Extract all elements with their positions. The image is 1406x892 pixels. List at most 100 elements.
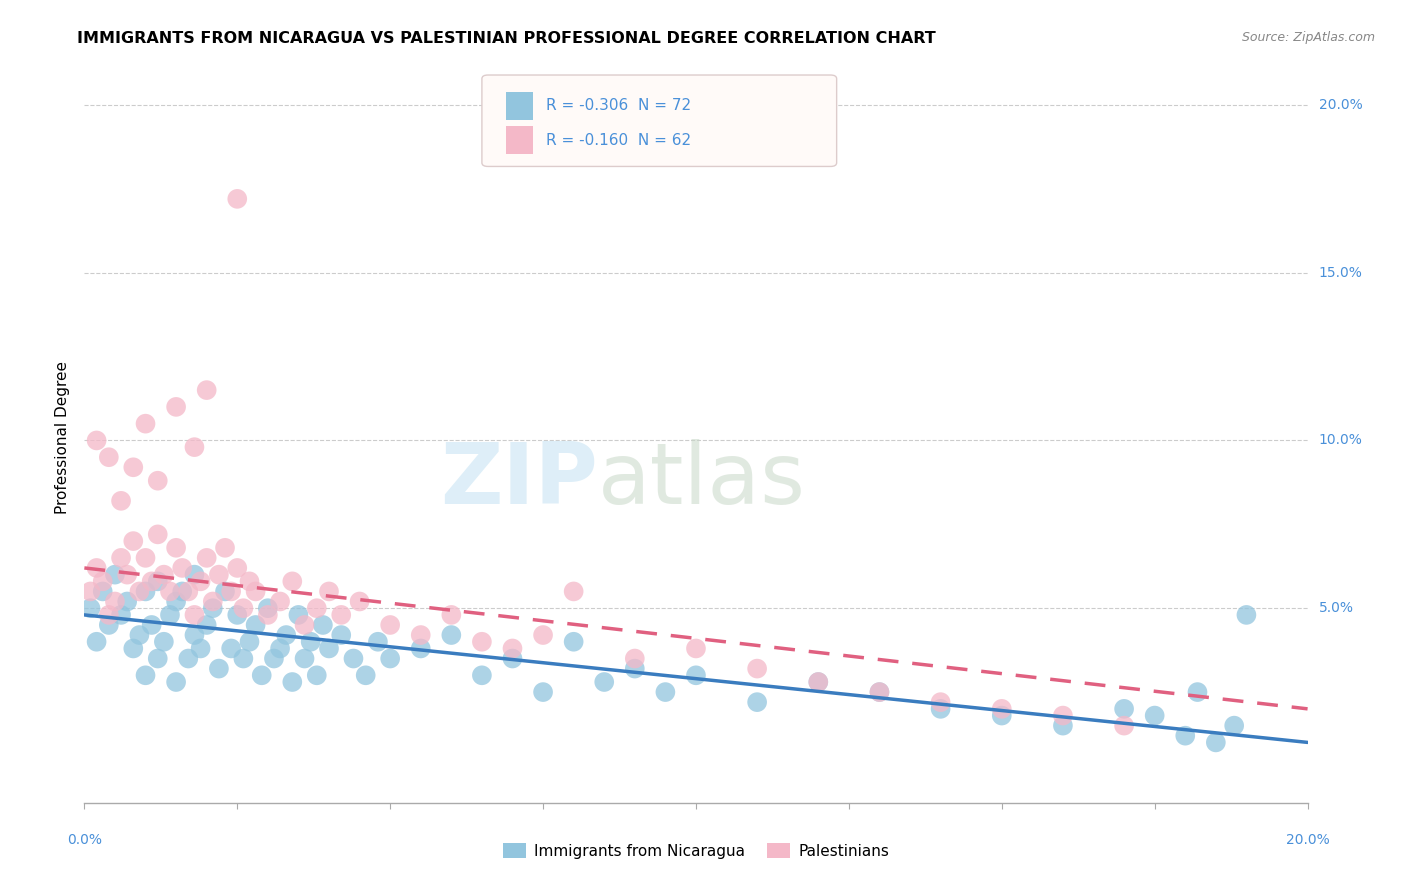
- Point: [869, 685, 891, 699]
- Point: [104, 594, 127, 608]
- Point: [318, 641, 340, 656]
- Point: [250, 668, 273, 682]
- Point: [562, 584, 585, 599]
- Point: [531, 628, 554, 642]
- Point: [281, 574, 304, 589]
- Point: [245, 584, 267, 599]
- Point: [135, 668, 157, 682]
- Text: R = -0.306  N = 72: R = -0.306 N = 72: [546, 98, 690, 113]
- Point: [807, 675, 830, 690]
- Legend: Immigrants from Nicaragua, Palestinians: Immigrants from Nicaragua, Palestinians: [496, 837, 896, 864]
- Point: [305, 668, 328, 682]
- Point: [349, 594, 371, 608]
- Point: [135, 550, 157, 565]
- Point: [165, 675, 187, 690]
- Point: [1187, 685, 1209, 699]
- Point: [257, 601, 280, 615]
- Point: [79, 584, 101, 599]
- Point: [201, 594, 224, 608]
- Point: [115, 594, 138, 608]
- Text: 5.0%: 5.0%: [1319, 601, 1354, 615]
- Point: [269, 641, 291, 656]
- Text: 0.0%: 0.0%: [67, 833, 101, 847]
- FancyBboxPatch shape: [506, 126, 533, 154]
- Point: [409, 641, 432, 656]
- Point: [305, 601, 328, 615]
- Point: [141, 618, 163, 632]
- Point: [183, 440, 205, 454]
- Point: [929, 695, 952, 709]
- Text: IMMIGRANTS FROM NICARAGUA VS PALESTINIAN PROFESSIONAL DEGREE CORRELATION CHART: IMMIGRANTS FROM NICARAGUA VS PALESTINIAN…: [77, 31, 936, 46]
- Point: [502, 651, 524, 665]
- Point: [159, 584, 181, 599]
- Point: [471, 668, 494, 682]
- Point: [172, 561, 194, 575]
- Point: [380, 618, 402, 632]
- Point: [146, 651, 169, 665]
- Point: [1052, 708, 1074, 723]
- Point: [153, 567, 176, 582]
- Point: [135, 584, 157, 599]
- Point: [201, 601, 224, 615]
- Point: [122, 534, 145, 549]
- Point: [294, 651, 316, 665]
- Point: [208, 567, 231, 582]
- Point: [219, 641, 242, 656]
- Text: 20.0%: 20.0%: [1285, 833, 1330, 847]
- Point: [219, 584, 242, 599]
- Point: [440, 607, 463, 622]
- Point: [1052, 718, 1074, 732]
- Point: [232, 651, 254, 665]
- Point: [312, 618, 335, 632]
- Point: [685, 641, 707, 656]
- Point: [86, 434, 108, 448]
- Point: [208, 662, 231, 676]
- Point: [232, 601, 254, 615]
- Point: [153, 634, 176, 648]
- Point: [440, 628, 463, 642]
- Point: [318, 584, 340, 599]
- Point: [146, 574, 169, 589]
- Point: [624, 651, 647, 665]
- Point: [929, 702, 952, 716]
- Point: [226, 561, 249, 575]
- Point: [330, 607, 353, 622]
- Point: [86, 634, 108, 648]
- Point: [141, 574, 163, 589]
- Point: [354, 668, 377, 682]
- Point: [276, 628, 298, 642]
- Point: [245, 618, 267, 632]
- Point: [195, 383, 218, 397]
- Point: [1236, 607, 1258, 622]
- Point: [195, 618, 218, 632]
- Point: [593, 675, 616, 690]
- Point: [299, 634, 322, 648]
- Point: [238, 574, 260, 589]
- Y-axis label: Professional Degree: Professional Degree: [55, 360, 70, 514]
- Point: [991, 708, 1014, 723]
- Point: [380, 651, 402, 665]
- Point: [1205, 735, 1227, 749]
- Point: [281, 675, 304, 690]
- Point: [869, 685, 891, 699]
- Point: [165, 541, 187, 555]
- Point: [214, 584, 236, 599]
- Point: [91, 584, 114, 599]
- Text: R = -0.160  N = 62: R = -0.160 N = 62: [546, 133, 690, 147]
- Point: [177, 651, 200, 665]
- Point: [1174, 729, 1197, 743]
- Point: [86, 561, 108, 575]
- Point: [238, 634, 260, 648]
- Point: [122, 460, 145, 475]
- Text: atlas: atlas: [598, 440, 806, 523]
- Point: [367, 634, 389, 648]
- Point: [104, 567, 127, 582]
- Point: [226, 192, 249, 206]
- Point: [342, 651, 364, 665]
- Point: [269, 594, 291, 608]
- Point: [110, 550, 132, 565]
- Point: [183, 607, 205, 622]
- Point: [1114, 718, 1136, 732]
- Point: [226, 607, 249, 622]
- Point: [146, 527, 169, 541]
